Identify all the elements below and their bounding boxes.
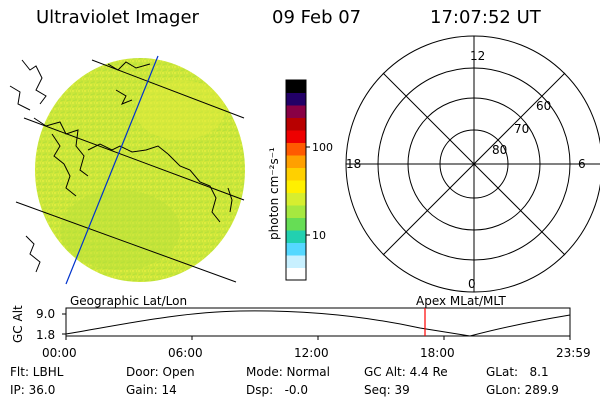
colorbar-tick-100: 100 <box>312 141 333 154</box>
colorbar-band <box>286 117 306 131</box>
info-seq: Seq: 39 <box>364 383 410 397</box>
polar-diagonal-2 <box>382 72 566 256</box>
info-glon: GLon: 289.9 <box>486 383 559 397</box>
polar-labels: 12 0 18 6 60 70 80 <box>346 49 586 291</box>
strip-xtick-0000: 00:00 <box>42 346 77 360</box>
colorbar-band <box>286 242 306 256</box>
colorbar-frame <box>285 79 307 281</box>
strip-xtick-1800: 18:00 <box>420 346 455 360</box>
colorbar-band <box>286 92 306 106</box>
altitude-strip: Geographic Lat/Lon Apex MLat/MLT GC Alt … <box>11 294 591 360</box>
mlat-label-70: 70 <box>514 122 529 136</box>
strip-axis-title: GC Alt <box>11 305 25 343</box>
colorbar: 100 10 photon cm⁻²s⁻¹ <box>267 79 333 281</box>
strip-xtick-0600: 06:00 <box>168 346 203 360</box>
info-gc-alt: GC Alt: 4.4 Re <box>364 365 448 379</box>
mlt-label-12: 12 <box>470 49 485 63</box>
mlt-label-6: 6 <box>578 157 586 171</box>
mlat-label-80: 80 <box>492 143 507 157</box>
strip-ytick-9: 9.0 <box>36 307 55 321</box>
colorbar-band <box>286 180 306 193</box>
info-mode: Mode: Normal <box>246 365 330 379</box>
mlt-label-0: 0 <box>468 277 476 291</box>
polar-grid <box>345 35 600 293</box>
observation-time: 17:07:52 UT <box>430 7 541 28</box>
strip-right-label: Apex MLat/MLT <box>416 294 506 308</box>
observation-date: 09 Feb 07 <box>272 7 362 28</box>
info-ip: IP: 36.0 <box>10 383 56 397</box>
mlat-label-60: 60 <box>536 99 551 113</box>
info-dsp: Dsp: -0.0 <box>246 383 309 397</box>
info-gain: Gain: 14 <box>126 383 177 397</box>
colorbar-band <box>286 230 306 243</box>
colorbar-band <box>286 192 306 206</box>
strip-frame <box>65 307 571 337</box>
colorbar-band <box>286 167 306 181</box>
strip-ytick-1-8: 1.8 <box>36 328 55 342</box>
info-door: Door: Open <box>126 365 195 379</box>
colorbar-unit-label: photon cm⁻²s⁻¹ <box>267 147 281 240</box>
instrument-title: Ultraviolet Imager <box>36 7 199 28</box>
colorbar-band <box>286 142 306 156</box>
colorbar-tick-10: 10 <box>312 229 326 242</box>
coastlines <box>9 59 233 273</box>
colorbar-band <box>286 267 306 281</box>
geo-grid-lines <box>15 59 245 283</box>
info-glat: GLat: 8.1 <box>486 365 549 379</box>
colorbar-band <box>286 80 306 93</box>
colorbar-band <box>286 205 306 218</box>
colorbar-band <box>286 105 306 118</box>
strip-left-label: Geographic Lat/Lon <box>70 294 187 308</box>
info-filter: Flt: LBHL <box>10 365 64 379</box>
mlt-label-18: 18 <box>346 157 361 171</box>
strip-xtick-2359: 23:59 <box>556 346 591 360</box>
strip-xtick-1200: 12:00 <box>294 346 329 360</box>
earth-image <box>9 55 245 285</box>
altitude-curve <box>65 310 571 337</box>
colorbar-band <box>286 130 306 143</box>
colorbar-band <box>286 155 306 168</box>
meridian-line <box>65 55 159 285</box>
colorbar-band <box>286 217 306 231</box>
colorbar-band <box>286 255 306 268</box>
